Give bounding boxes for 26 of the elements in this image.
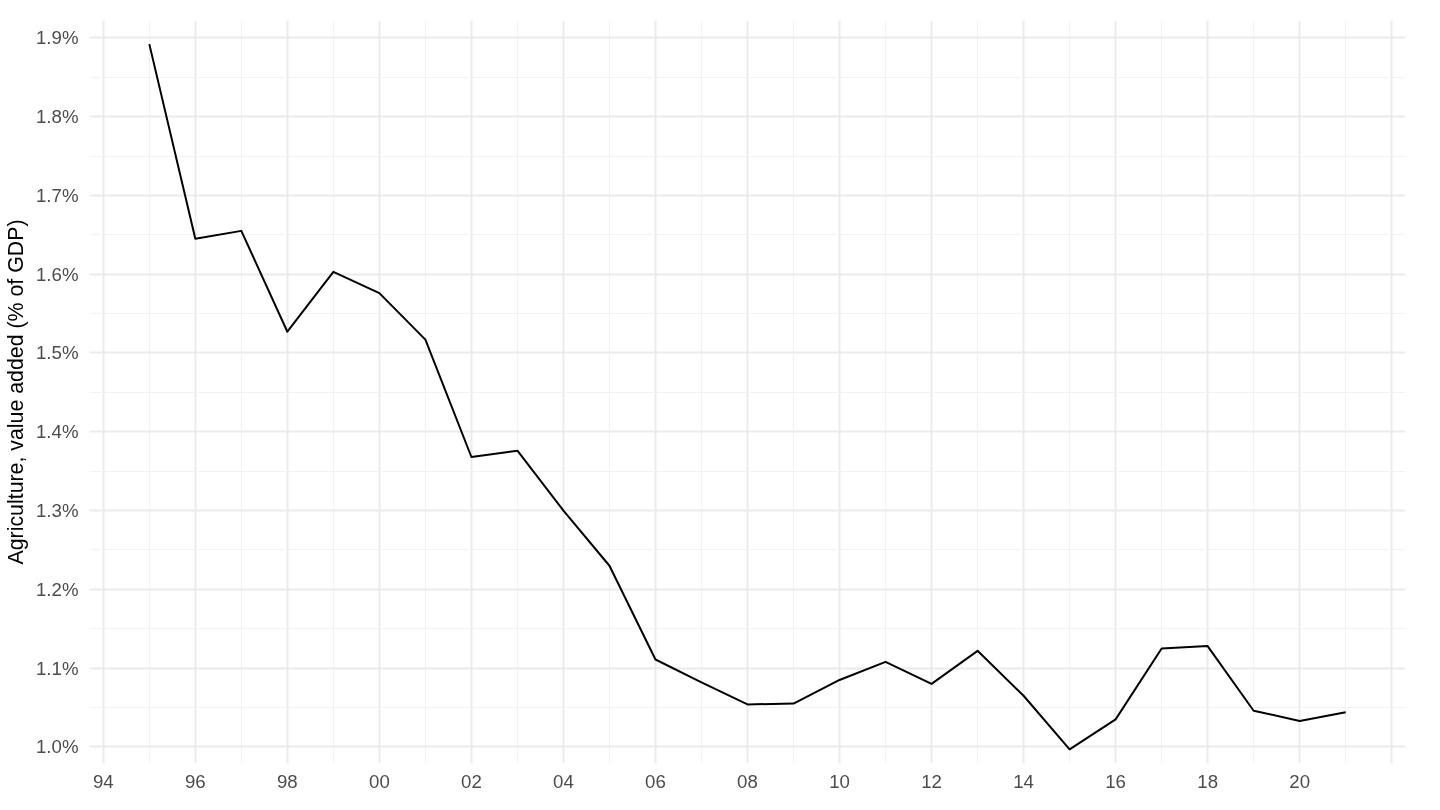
y-tick-label: 1.9% — [35, 27, 79, 49]
y-tick-label: 1.0% — [35, 736, 79, 758]
y-tick-label: 1.6% — [35, 263, 79, 285]
y-tick-label: 1.3% — [35, 500, 79, 522]
x-tick-label: 12 — [921, 770, 942, 792]
y-tick-label: 1.4% — [35, 421, 79, 443]
x-tick-label: 02 — [461, 770, 482, 792]
line-series — [148, 43, 1347, 751]
x-tick-label: 16 — [1105, 770, 1126, 792]
y-tick-label: 1.8% — [35, 106, 79, 128]
x-tick-label: 18 — [1197, 770, 1219, 792]
x-tick-label: 98 — [276, 770, 298, 792]
x-tick-label: 14 — [1013, 770, 1034, 792]
x-tick-label: 06 — [645, 770, 666, 792]
y-tick-label: 1.5% — [35, 342, 79, 364]
x-tick-label: 08 — [737, 770, 758, 792]
x-tick-label: 10 — [829, 770, 850, 792]
x-tick-label: 94 — [92, 770, 114, 792]
x-tick-label: 20 — [1289, 770, 1311, 792]
y-tick-label: 1.1% — [35, 657, 79, 679]
x-tick-label: 04 — [553, 770, 574, 792]
x-tick-label: 96 — [184, 770, 206, 792]
x-tick-label: 00 — [369, 770, 390, 792]
y-tick-label: 1.2% — [35, 578, 79, 600]
y-tick-label: 1.7% — [35, 184, 79, 206]
y-axis-title: Agriculture, value added (% of GDP) — [3, 219, 28, 565]
